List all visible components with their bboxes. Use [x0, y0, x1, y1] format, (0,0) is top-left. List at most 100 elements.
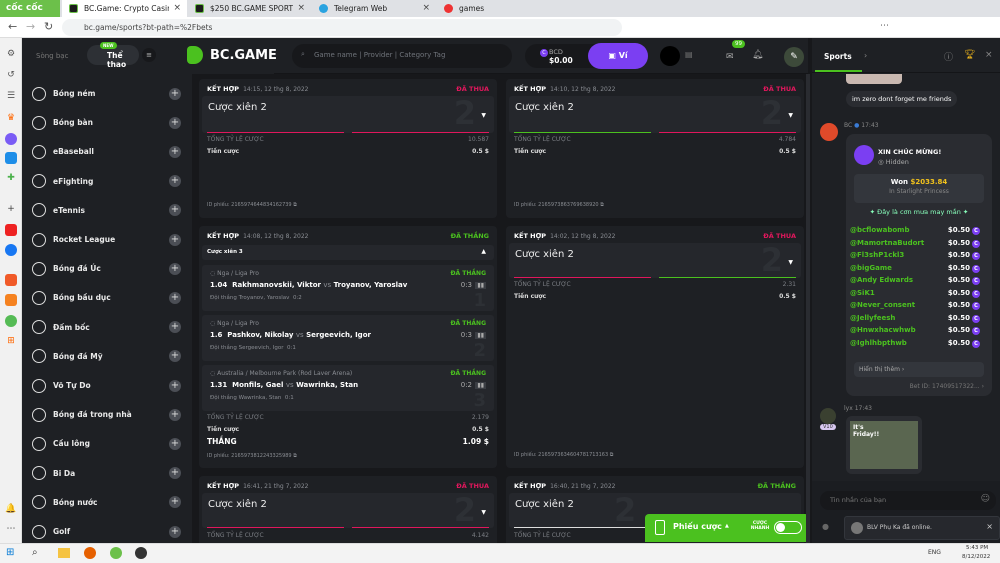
sidebar-item[interactable]: Đấm bốc +	[22, 313, 192, 342]
voice-icon[interactable]: ●	[822, 522, 829, 531]
sidebar-item[interactable]: Bóng đá Mỹ +	[22, 342, 192, 371]
parlay-leg[interactable]: 1 ◌ Nga / Liga Pro ĐÃ THẮNG 1.04 Rakhman…	[202, 265, 494, 311]
sidebar-item[interactable]: Cầu lông +	[22, 429, 192, 458]
sidebar-item[interactable]: eBaseball +	[22, 137, 192, 166]
stats-icon[interactable]: ▮▮	[475, 332, 486, 339]
rain-username[interactable]: @Jellyfeesh	[850, 313, 896, 322]
expand-plus-icon[interactable]: +	[169, 496, 181, 509]
facebook-icon[interactable]	[5, 244, 17, 256]
chat-toggle-icon[interactable]: ✎	[784, 47, 804, 67]
bell-icon[interactable]: 🔔︎	[752, 50, 764, 60]
rain-username[interactable]: @Never_consent	[850, 301, 916, 309]
close-icon[interactable]: ×	[173, 3, 181, 13]
tab-sports-parlay[interactable]: $250 BC.GAME SPORTS PARL ×	[188, 0, 311, 17]
expand-plus-icon[interactable]: +	[169, 408, 181, 421]
app-icon[interactable]	[135, 547, 147, 559]
add-icon[interactable]: +	[7, 204, 15, 214]
sidebar-item[interactable]: eTennis +	[22, 196, 192, 225]
avatar[interactable]	[660, 46, 680, 66]
wallet-button[interactable]: ▣ Ví	[588, 43, 648, 69]
bet-card[interactable]: KẾT HỢP 16:41, 21 thg 7, 2022 ĐÃ THUA 2 C…	[199, 476, 497, 556]
copy-icon[interactable]: ⧉	[293, 453, 297, 459]
search-input[interactable]: ⌕ Game name | Provider | Category Tag	[292, 44, 512, 68]
parlay-toggle[interactable]: 2 Cược xiên 2 ▼	[202, 491, 494, 529]
list-icon[interactable]: ▤	[685, 50, 693, 59]
parlay-toggle[interactable]: Cược xiên 3 ▲	[202, 245, 494, 260]
sidebar-item[interactable]: Bóng ném +	[22, 79, 192, 108]
clock-time[interactable]: 5:43 PM	[966, 545, 989, 551]
quick-bet-toggle[interactable]	[774, 521, 802, 534]
search-icon[interactable]: ⌕	[32, 547, 38, 558]
rain-username[interactable]: @Andy Edwards	[850, 276, 914, 284]
sports-tab[interactable]: Thể thao NEW	[87, 42, 139, 69]
show-more-button[interactable]: Hiển thị thêm ›	[854, 362, 984, 377]
expand-plus-icon[interactable]: +	[169, 321, 181, 334]
site-logo[interactable]: BC.GAME	[210, 48, 277, 63]
more-icon[interactable]: ⋯	[6, 524, 16, 534]
parlay-leg[interactable]: 3 ◌ Australia / Melbourne Park (Rod Lave…	[202, 365, 494, 411]
chat-tab-sports[interactable]: Sports	[824, 52, 852, 61]
tab-telegram[interactable]: Telegram Web ×	[312, 0, 436, 17]
expand-plus-icon[interactable]: +	[169, 262, 181, 275]
bet-card[interactable]: KẾT HỢP 14:08, 12 thg 8, 2022 ĐÃ THẮNG Cư…	[199, 226, 497, 468]
rain-username[interactable]: @Ighlhbpthwb	[850, 338, 907, 347]
scrollbar[interactable]	[806, 74, 810, 543]
sidebar-item[interactable]: Bóng bầu dục +	[22, 283, 192, 312]
casino-tab[interactable]: Sòng bạc	[36, 52, 69, 60]
chat-icon[interactable]	[5, 315, 17, 327]
trophy-icon[interactable]: 🏆︎	[964, 50, 976, 60]
rain-username[interactable]: @SiK1	[850, 288, 875, 297]
sidebar-item[interactable]: eFighting +	[22, 167, 192, 196]
reading-list-icon[interactable]: ☰	[6, 91, 16, 101]
windows-start-icon[interactable]: ⊞	[6, 547, 15, 558]
menu-icon[interactable]: ≡	[142, 48, 156, 62]
expand-plus-icon[interactable]: +	[169, 233, 181, 246]
sidebar-item[interactable]: Bi Da +	[22, 459, 192, 488]
expand-plus-icon[interactable]: +	[169, 379, 181, 392]
rain-username[interactable]: @Fl3shP1ckl3	[850, 251, 905, 259]
info-icon[interactable]: ⓘ	[944, 53, 954, 63]
bell-icon[interactable]: 🔔	[5, 504, 17, 514]
shopee-icon[interactable]	[5, 274, 17, 286]
language-indicator[interactable]: ENG	[928, 549, 941, 556]
forward-icon[interactable]: →	[26, 20, 36, 33]
url-input[interactable]: bc.game/sports?bt-path=%2Fbets	[62, 19, 622, 36]
gear-icon[interactable]: ⚙	[6, 49, 16, 59]
rain-username[interactable]: @bigGame	[850, 263, 892, 272]
stats-icon[interactable]: ▮▮	[475, 282, 486, 289]
parlay-toggle[interactable]: 2 Cược xiên 2 ▼	[509, 94, 801, 133]
betslip-button[interactable]: Phiếu cược ▲ CƯỢC NHANH	[645, 514, 809, 542]
copy-icon[interactable]: ⧉	[293, 202, 297, 208]
chat-input[interactable]: Tin nhắn của bạn ☺	[820, 491, 996, 510]
expand-plus-icon[interactable]: +	[169, 437, 181, 450]
youtube-icon[interactable]	[5, 224, 17, 236]
emoji-icon[interactable]: ☺	[980, 494, 990, 504]
file-explorer-icon[interactable]	[58, 548, 70, 558]
copy-icon[interactable]: ⧉	[600, 202, 604, 208]
expand-plus-icon[interactable]: +	[169, 116, 181, 129]
parlay-toggle[interactable]: 2 Cược xiên 2 ▼	[509, 241, 801, 279]
bet-id-link[interactable]: Bet ID: 17409517322... ›	[909, 383, 984, 390]
tab-bcgame[interactable]: BC.Game: Crypto Casino Gan ×	[62, 0, 187, 17]
stats-icon[interactable]: ▮▮	[475, 382, 486, 389]
back-icon[interactable]: ←	[8, 20, 18, 33]
messenger-icon[interactable]	[5, 133, 17, 145]
expand-plus-icon[interactable]: +	[169, 291, 181, 304]
gamepad-icon[interactable]: ✚	[7, 173, 15, 183]
extensions-icon[interactable]: ⋯	[880, 21, 889, 31]
bet-card[interactable]: KẾT HỢP 14:02, 12 thg 8, 2022 ĐÃ THUA 2 C…	[506, 226, 804, 468]
rain-username[interactable]: @Hnwxhacwhwb	[850, 326, 916, 334]
sidebar-item[interactable]: Bóng bàn +	[22, 108, 192, 137]
expand-plus-icon[interactable]: +	[169, 175, 181, 188]
expand-plus-icon[interactable]: +	[169, 204, 181, 217]
expand-plus-icon[interactable]: +	[169, 145, 181, 158]
mail-icon[interactable]: ✉	[726, 52, 734, 62]
bet-card[interactable]: KẾT HỢP 14:10, 12 thg 8, 2022 ĐÃ THUA 2 C…	[506, 79, 804, 218]
rain-username[interactable]: @MamortnaBudort	[850, 238, 925, 247]
sidebar-item[interactable]: Rocket League +	[22, 225, 192, 254]
rain-username[interactable]: @bcflowabomb	[850, 226, 910, 234]
parlay-leg[interactable]: 2 ◌ Nga / Liga Pro ĐÃ THẮNG 1.6 Pashkov,…	[202, 315, 494, 361]
close-icon[interactable]: ×	[986, 522, 993, 531]
clock-date[interactable]: 8/12/2022	[962, 554, 991, 560]
coccoc-icon[interactable]	[110, 547, 122, 559]
